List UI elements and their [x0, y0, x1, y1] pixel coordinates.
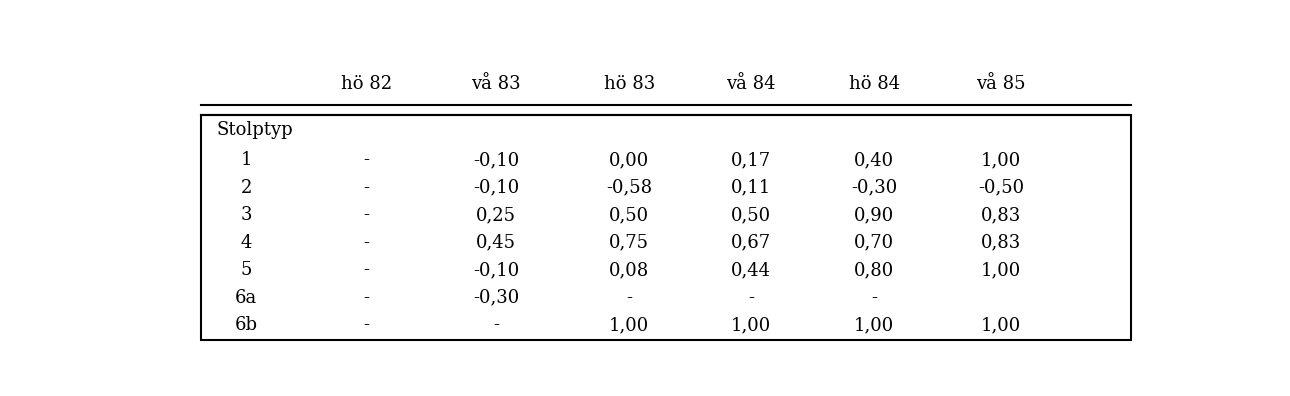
- Text: -0,58: -0,58: [606, 179, 653, 197]
- Text: -: -: [748, 289, 755, 307]
- Text: 0,67: 0,67: [731, 234, 771, 252]
- Text: 3: 3: [240, 206, 252, 224]
- Text: vå 83: vå 83: [471, 75, 521, 93]
- Text: -: -: [364, 179, 369, 197]
- Text: 0,25: 0,25: [476, 206, 516, 224]
- Text: -: -: [364, 289, 369, 307]
- Text: 0,50: 0,50: [731, 206, 771, 224]
- Text: 0,50: 0,50: [609, 206, 649, 224]
- Text: 2: 2: [240, 179, 252, 197]
- Text: hö 84: hö 84: [849, 75, 899, 93]
- Text: -: -: [493, 316, 499, 334]
- Text: 6b: 6b: [235, 316, 258, 334]
- Text: -: -: [364, 151, 369, 169]
- Text: -: -: [871, 289, 877, 307]
- Text: -: -: [364, 206, 369, 224]
- Text: hö 82: hö 82: [341, 75, 392, 93]
- Text: 0,08: 0,08: [609, 261, 649, 279]
- Text: 0,44: 0,44: [731, 261, 771, 279]
- Text: 1: 1: [240, 151, 252, 169]
- Text: -: -: [364, 234, 369, 252]
- Text: 0,17: 0,17: [731, 151, 771, 169]
- Text: 1,00: 1,00: [609, 316, 649, 334]
- Text: -0,10: -0,10: [473, 261, 520, 279]
- Text: vå 85: vå 85: [977, 75, 1026, 93]
- Text: -0,30: -0,30: [473, 289, 520, 307]
- Text: 0,70: 0,70: [854, 234, 894, 252]
- Text: 1,00: 1,00: [980, 151, 1022, 169]
- Text: 0,83: 0,83: [980, 206, 1022, 224]
- Text: 0,83: 0,83: [980, 234, 1022, 252]
- Text: 1,00: 1,00: [731, 316, 771, 334]
- Text: -0,10: -0,10: [473, 179, 520, 197]
- Text: -0,10: -0,10: [473, 151, 520, 169]
- Text: 0,90: 0,90: [854, 206, 894, 224]
- Text: -: -: [626, 289, 632, 307]
- Text: 0,11: 0,11: [731, 179, 771, 197]
- Bar: [201, 114, 1131, 340]
- Text: 0,80: 0,80: [854, 261, 894, 279]
- Text: 0,00: 0,00: [609, 151, 649, 169]
- Text: -: -: [364, 261, 369, 279]
- Text: 4: 4: [240, 234, 252, 252]
- Text: hö 83: hö 83: [604, 75, 655, 93]
- Text: 0,40: 0,40: [854, 151, 894, 169]
- Text: 1,00: 1,00: [980, 316, 1022, 334]
- Text: 0,75: 0,75: [609, 234, 649, 252]
- Text: 1,00: 1,00: [980, 261, 1022, 279]
- Text: 0,45: 0,45: [476, 234, 516, 252]
- Text: -0,50: -0,50: [978, 179, 1024, 197]
- Text: 5: 5: [240, 261, 252, 279]
- Text: Stolptyp: Stolptyp: [217, 121, 293, 139]
- Text: -: -: [364, 316, 369, 334]
- Text: -0,30: -0,30: [851, 179, 898, 197]
- Text: 6a: 6a: [235, 289, 257, 307]
- Text: vå 84: vå 84: [726, 75, 775, 93]
- Text: 1,00: 1,00: [854, 316, 894, 334]
